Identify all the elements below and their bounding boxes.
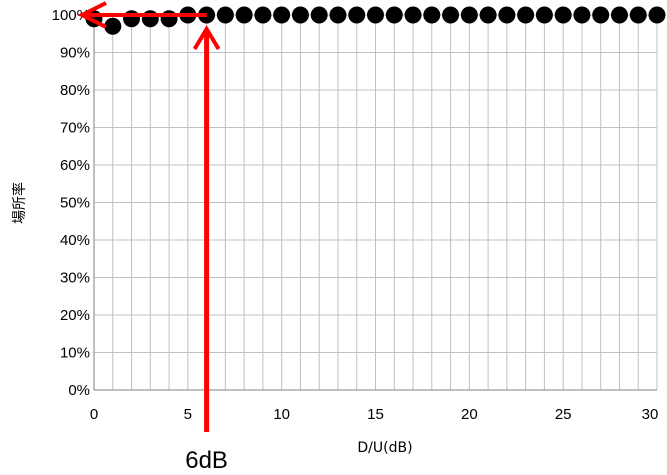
data-point bbox=[517, 6, 535, 24]
data-point bbox=[442, 6, 460, 24]
data-point bbox=[404, 6, 422, 24]
data-point bbox=[123, 10, 141, 28]
data-point bbox=[367, 6, 384, 24]
data-point bbox=[460, 6, 478, 24]
x-tick-label: 25 bbox=[555, 406, 572, 423]
tick-labels: 0% 10% 20% 30% 40% 50% 60% 70% 80% 90% 100% 0 5 10 15 2… bbox=[52, 7, 659, 423]
y-tick-label: 80% bbox=[60, 82, 90, 99]
grid bbox=[94, 14, 658, 390]
data-point bbox=[216, 6, 234, 24]
data-point bbox=[310, 6, 328, 24]
data-point bbox=[629, 6, 647, 24]
x-tick-label: 10 bbox=[273, 406, 290, 423]
data-point bbox=[291, 6, 309, 24]
y-tick-label: 30% bbox=[60, 270, 90, 287]
y-tick-label: 90% bbox=[60, 45, 90, 62]
data-point bbox=[423, 6, 441, 24]
data-point bbox=[104, 17, 122, 35]
annotation-label: 6dB bbox=[185, 447, 228, 474]
data-point bbox=[160, 10, 178, 28]
data-point bbox=[535, 6, 553, 24]
y-tick-label: 0% bbox=[68, 382, 90, 399]
annotation-arrowhead-up bbox=[192, 25, 221, 51]
x-tick-label: 15 bbox=[367, 406, 384, 423]
y-tick-label: 100% bbox=[52, 7, 90, 24]
y-axis-title: 場所率 bbox=[11, 182, 28, 224]
data-point bbox=[592, 6, 610, 24]
data-point bbox=[610, 6, 628, 24]
data-point bbox=[385, 6, 403, 24]
data-point bbox=[479, 6, 497, 24]
data-point bbox=[573, 6, 591, 24]
y-tick-label: 60% bbox=[60, 157, 90, 174]
y-tick-label: 50% bbox=[60, 195, 90, 212]
x-tick-label: 0 bbox=[90, 406, 98, 423]
x-tick-label: 20 bbox=[461, 406, 478, 423]
y-tick-label: 40% bbox=[60, 232, 90, 249]
x-tick-label: 30 bbox=[642, 406, 659, 423]
data-point bbox=[273, 6, 291, 24]
data-point bbox=[498, 6, 516, 24]
data-point bbox=[254, 6, 272, 24]
data-point bbox=[235, 6, 253, 24]
y-tick-label: 20% bbox=[60, 307, 90, 324]
data-points bbox=[85, 6, 666, 35]
data-point bbox=[348, 6, 366, 24]
axes bbox=[93, 15, 657, 391]
y-tick-label: 10% bbox=[60, 345, 90, 362]
data-point bbox=[141, 10, 159, 28]
x-tick-label: 5 bbox=[184, 406, 192, 423]
annotation: 6dB bbox=[77, 1, 228, 474]
data-point bbox=[648, 6, 666, 24]
x-axis-title: D/U(dB) bbox=[357, 440, 412, 456]
y-tick-label: 70% bbox=[60, 120, 90, 137]
data-point bbox=[329, 6, 347, 24]
data-point bbox=[554, 6, 572, 24]
annotation-arrowhead-left bbox=[77, 1, 107, 29]
